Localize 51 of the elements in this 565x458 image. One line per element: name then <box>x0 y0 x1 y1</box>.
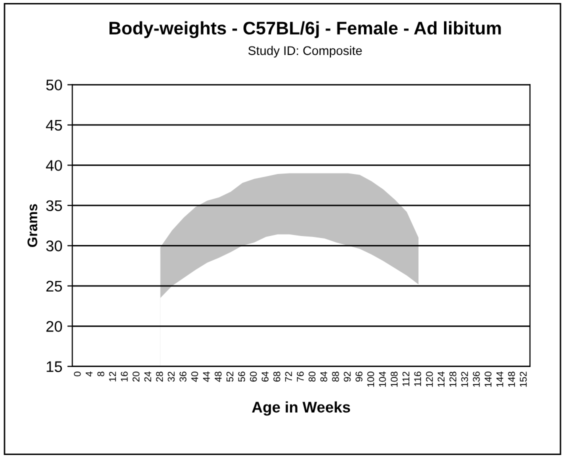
y-tick-label: 45 <box>46 120 62 131</box>
x-tick-label: 56 <box>238 372 246 382</box>
y-tick-label: 30 <box>46 240 62 252</box>
x-tick-label: 124 <box>438 372 444 387</box>
x-tick-label: 44 <box>203 372 210 382</box>
x-tick-label: 36 <box>180 372 186 382</box>
x-tick-label: 136 <box>472 372 480 387</box>
x-tick-label: 148 <box>508 372 515 387</box>
x-tick-label: 88 <box>332 372 339 382</box>
y-tick-label: 15 <box>46 361 62 372</box>
x-tick-label: 104 <box>379 372 386 387</box>
y-tick-label: 25 <box>46 280 62 292</box>
x-tick-label: 84 <box>320 372 328 382</box>
x-tick-label: 80 <box>308 372 316 382</box>
x-tick-label: 52 <box>226 372 234 382</box>
x-tick-label: 76 <box>296 372 304 382</box>
x-tick-label: 4 <box>86 372 92 376</box>
x-tick-label: 16 <box>120 372 128 382</box>
y-tick-label: 20 <box>46 321 62 332</box>
x-tick-label: 152 <box>520 372 527 387</box>
y-tick-label: 50 <box>46 80 62 90</box>
x-tick-label: 140 <box>484 372 492 387</box>
x-tick-label: 92 <box>344 372 351 382</box>
x-tick-label: 0 <box>74 372 81 376</box>
x-tick-label: 144 <box>496 372 504 387</box>
x-tick-label: 32 <box>168 372 175 382</box>
x-tick-label: 20 <box>132 372 140 382</box>
x-tick-label: 60 <box>250 372 257 382</box>
x-axis-title: Age in Weeks <box>252 401 350 416</box>
y-axis-title: Grams <box>27 204 38 247</box>
x-tick-label: 128 <box>449 372 456 387</box>
x-tick-label: 28 <box>156 372 163 382</box>
y-tick-label: 35 <box>46 200 62 212</box>
x-tick-label: 96 <box>356 372 362 382</box>
x-tick-label: 64 <box>262 372 269 382</box>
x-tick-label: 24 <box>144 372 152 382</box>
x-tick-label: 8 <box>97 372 104 376</box>
x-tick-label: 72 <box>285 372 292 382</box>
x-tick-label: 68 <box>273 372 280 382</box>
x-tick-label: 132 <box>461 372 468 387</box>
y-tick-label: 40 <box>46 160 62 171</box>
x-tick-label: 40 <box>191 372 198 382</box>
x-tick-label: 108 <box>390 372 398 387</box>
chart-subtitle: Study ID: Composite <box>248 46 362 58</box>
x-tick-label: 12 <box>109 372 116 382</box>
chart-title: Body-weights - C57BL/6j - Female - Ad libitum <box>110 21 501 38</box>
x-tick-label: 100 <box>367 372 374 387</box>
x-tick-label: 48 <box>214 372 222 382</box>
x-tick-label: 120 <box>426 372 433 387</box>
x-tick-label: 116 <box>414 372 422 386</box>
x-tick-label: 112 <box>402 372 410 386</box>
